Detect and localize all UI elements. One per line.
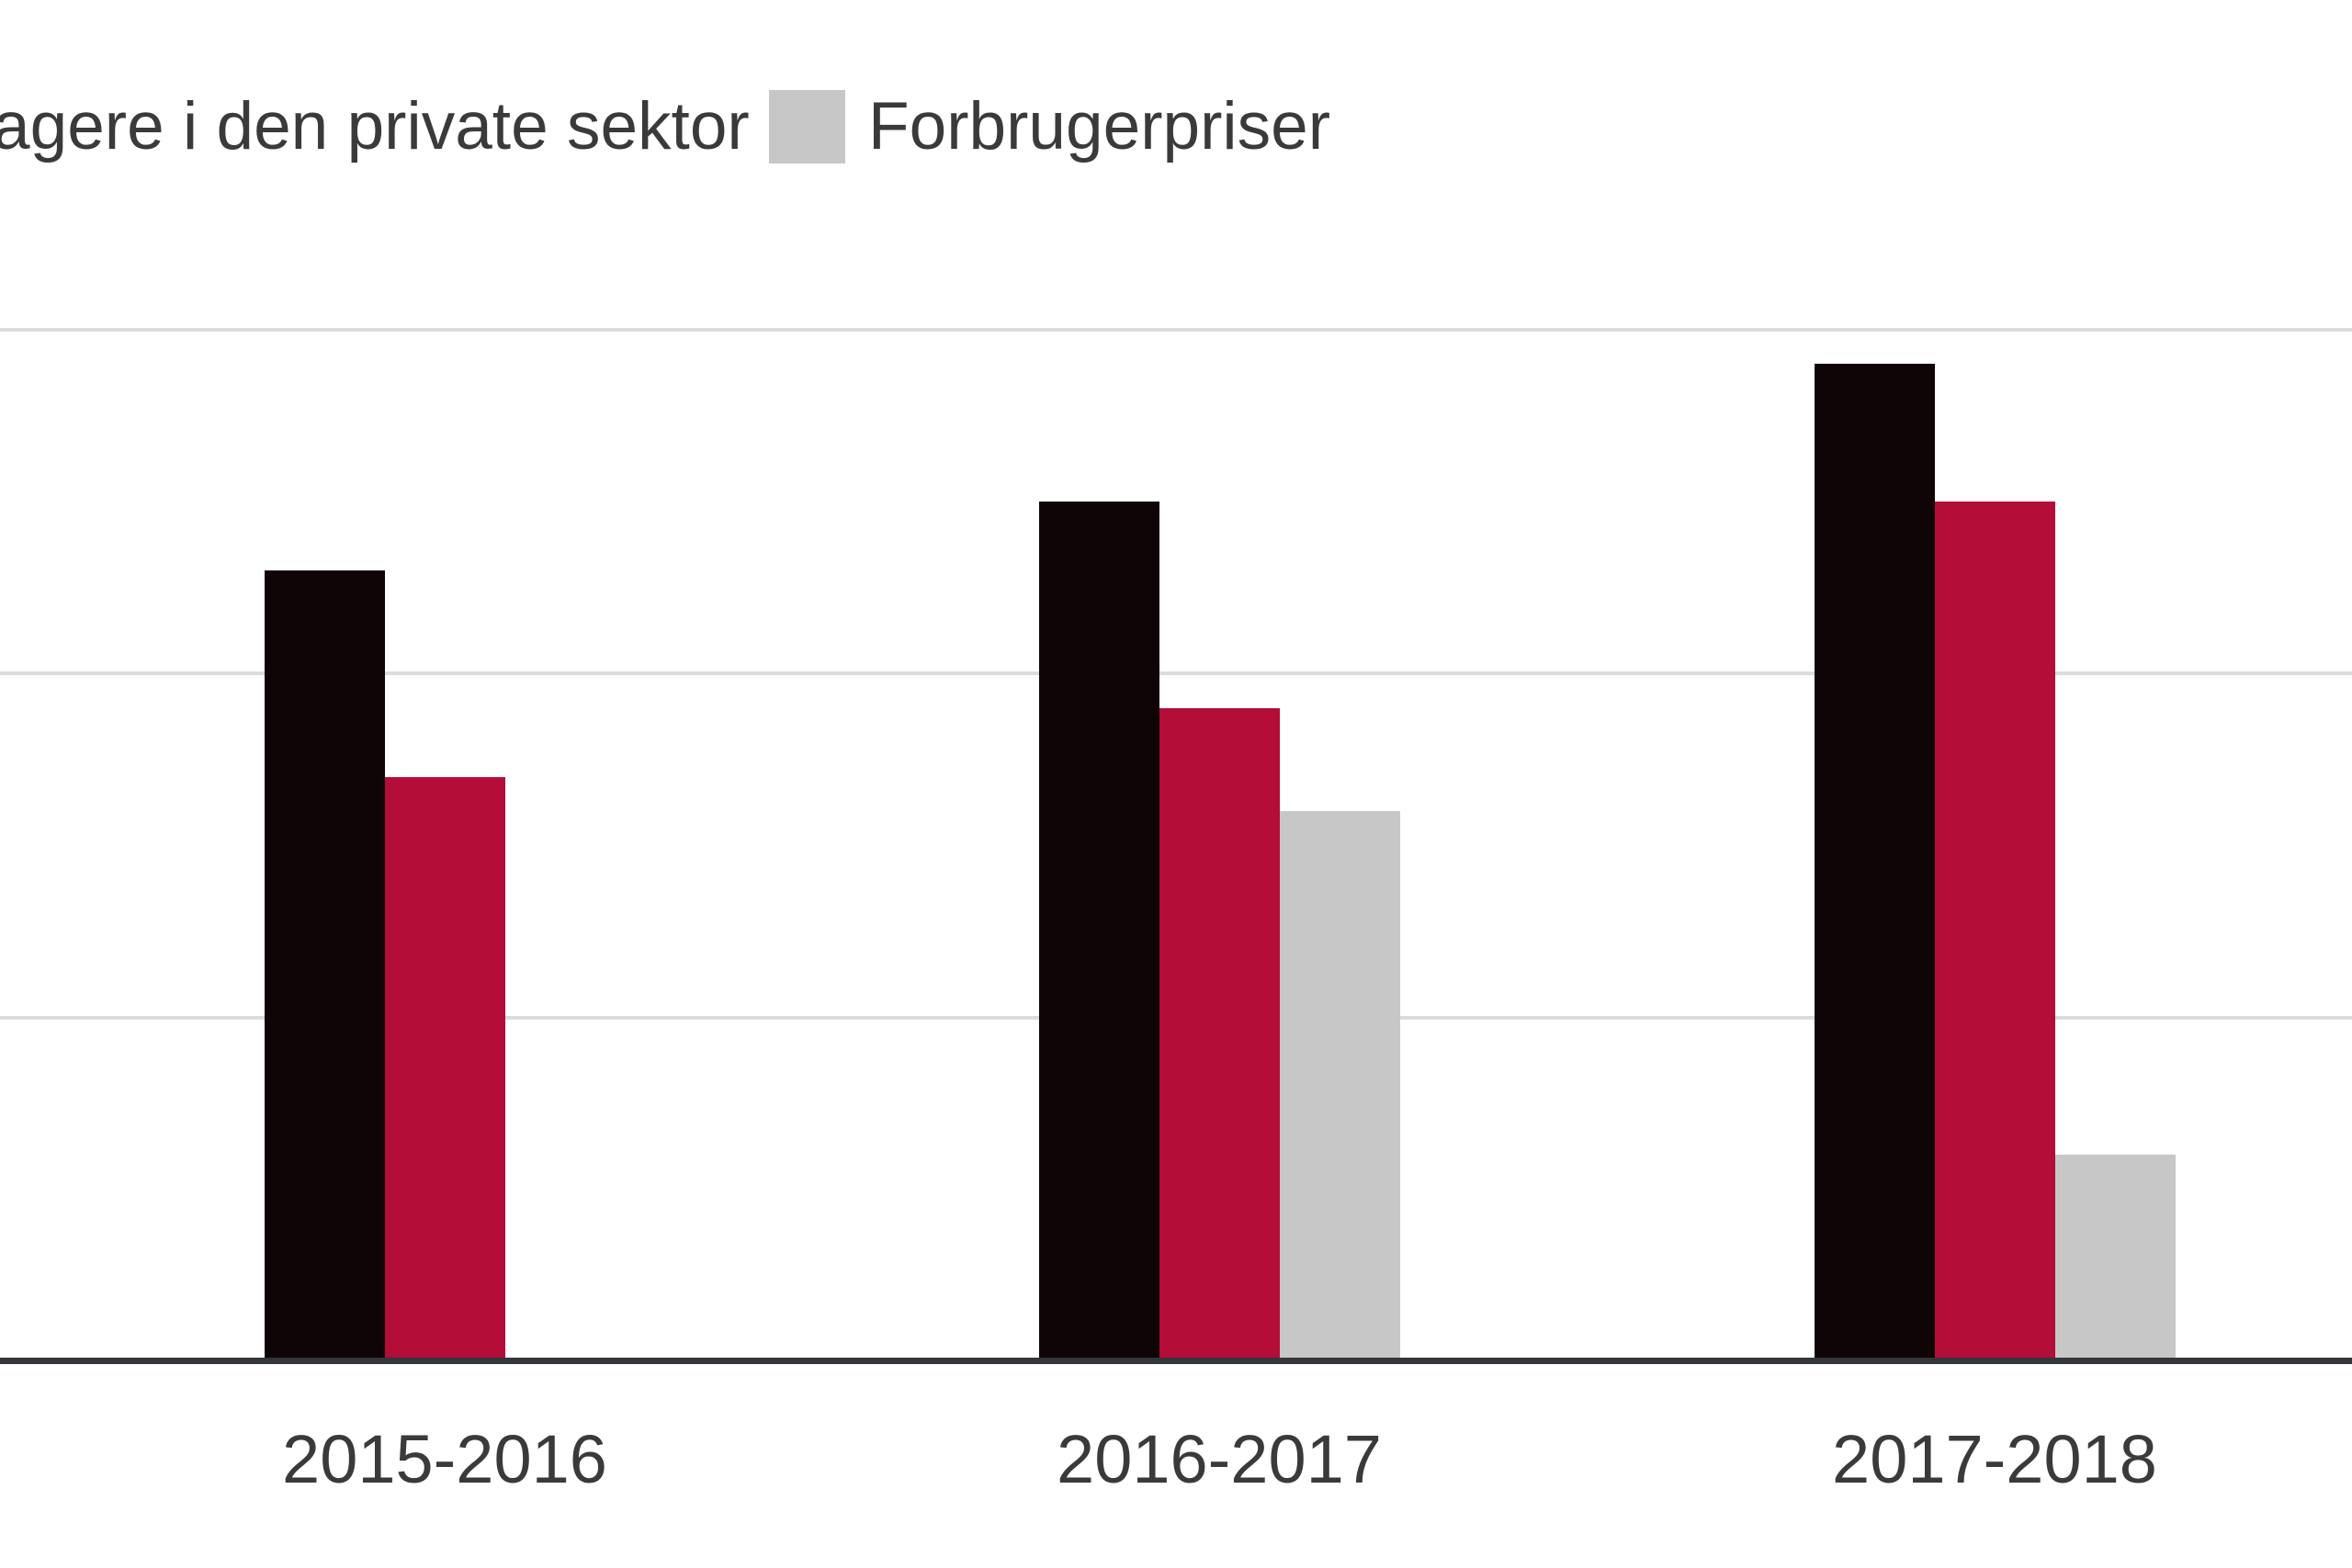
legend-swatch-forbrugerpriser: [769, 90, 845, 164]
legend-label-partial-private-sektor: agere i den private sektor: [0, 89, 750, 164]
bar-agere-i-den-private-sektor-2016-2017[interactable]: [1159, 707, 1280, 1361]
x-axis-label: 2017-2018: [1832, 1421, 2157, 1497]
x-axis-label: 2016-2017: [1057, 1421, 1382, 1497]
bar-forbrugerpriser-2017-2018[interactable]: [2054, 1155, 2176, 1361]
bar-agere-i-den-private-sektor-2017-2018[interactable]: [1934, 502, 2055, 1361]
x-axis-label: 2015-2016: [282, 1421, 607, 1497]
bar-series-1-2017-2018[interactable]: [1814, 364, 1935, 1361]
gridline: [0, 671, 2352, 676]
bar-series-1-2016-2017[interactable]: [1038, 502, 1159, 1361]
bar-series-1-2015-2016[interactable]: [264, 570, 385, 1361]
x-axis-line: [0, 1358, 2352, 1364]
legend-label-forbrugerpriser: Forbrugerpriser: [868, 89, 1331, 164]
bar-agere-i-den-private-sektor-2015-2016[interactable]: [384, 776, 505, 1361]
chart-legend: agere i den private sektor Forbrugerpris…: [0, 0, 2352, 239]
gridline: [0, 328, 2352, 332]
bar-forbrugerpriser-2016-2017[interactable]: [1279, 811, 1400, 1361]
